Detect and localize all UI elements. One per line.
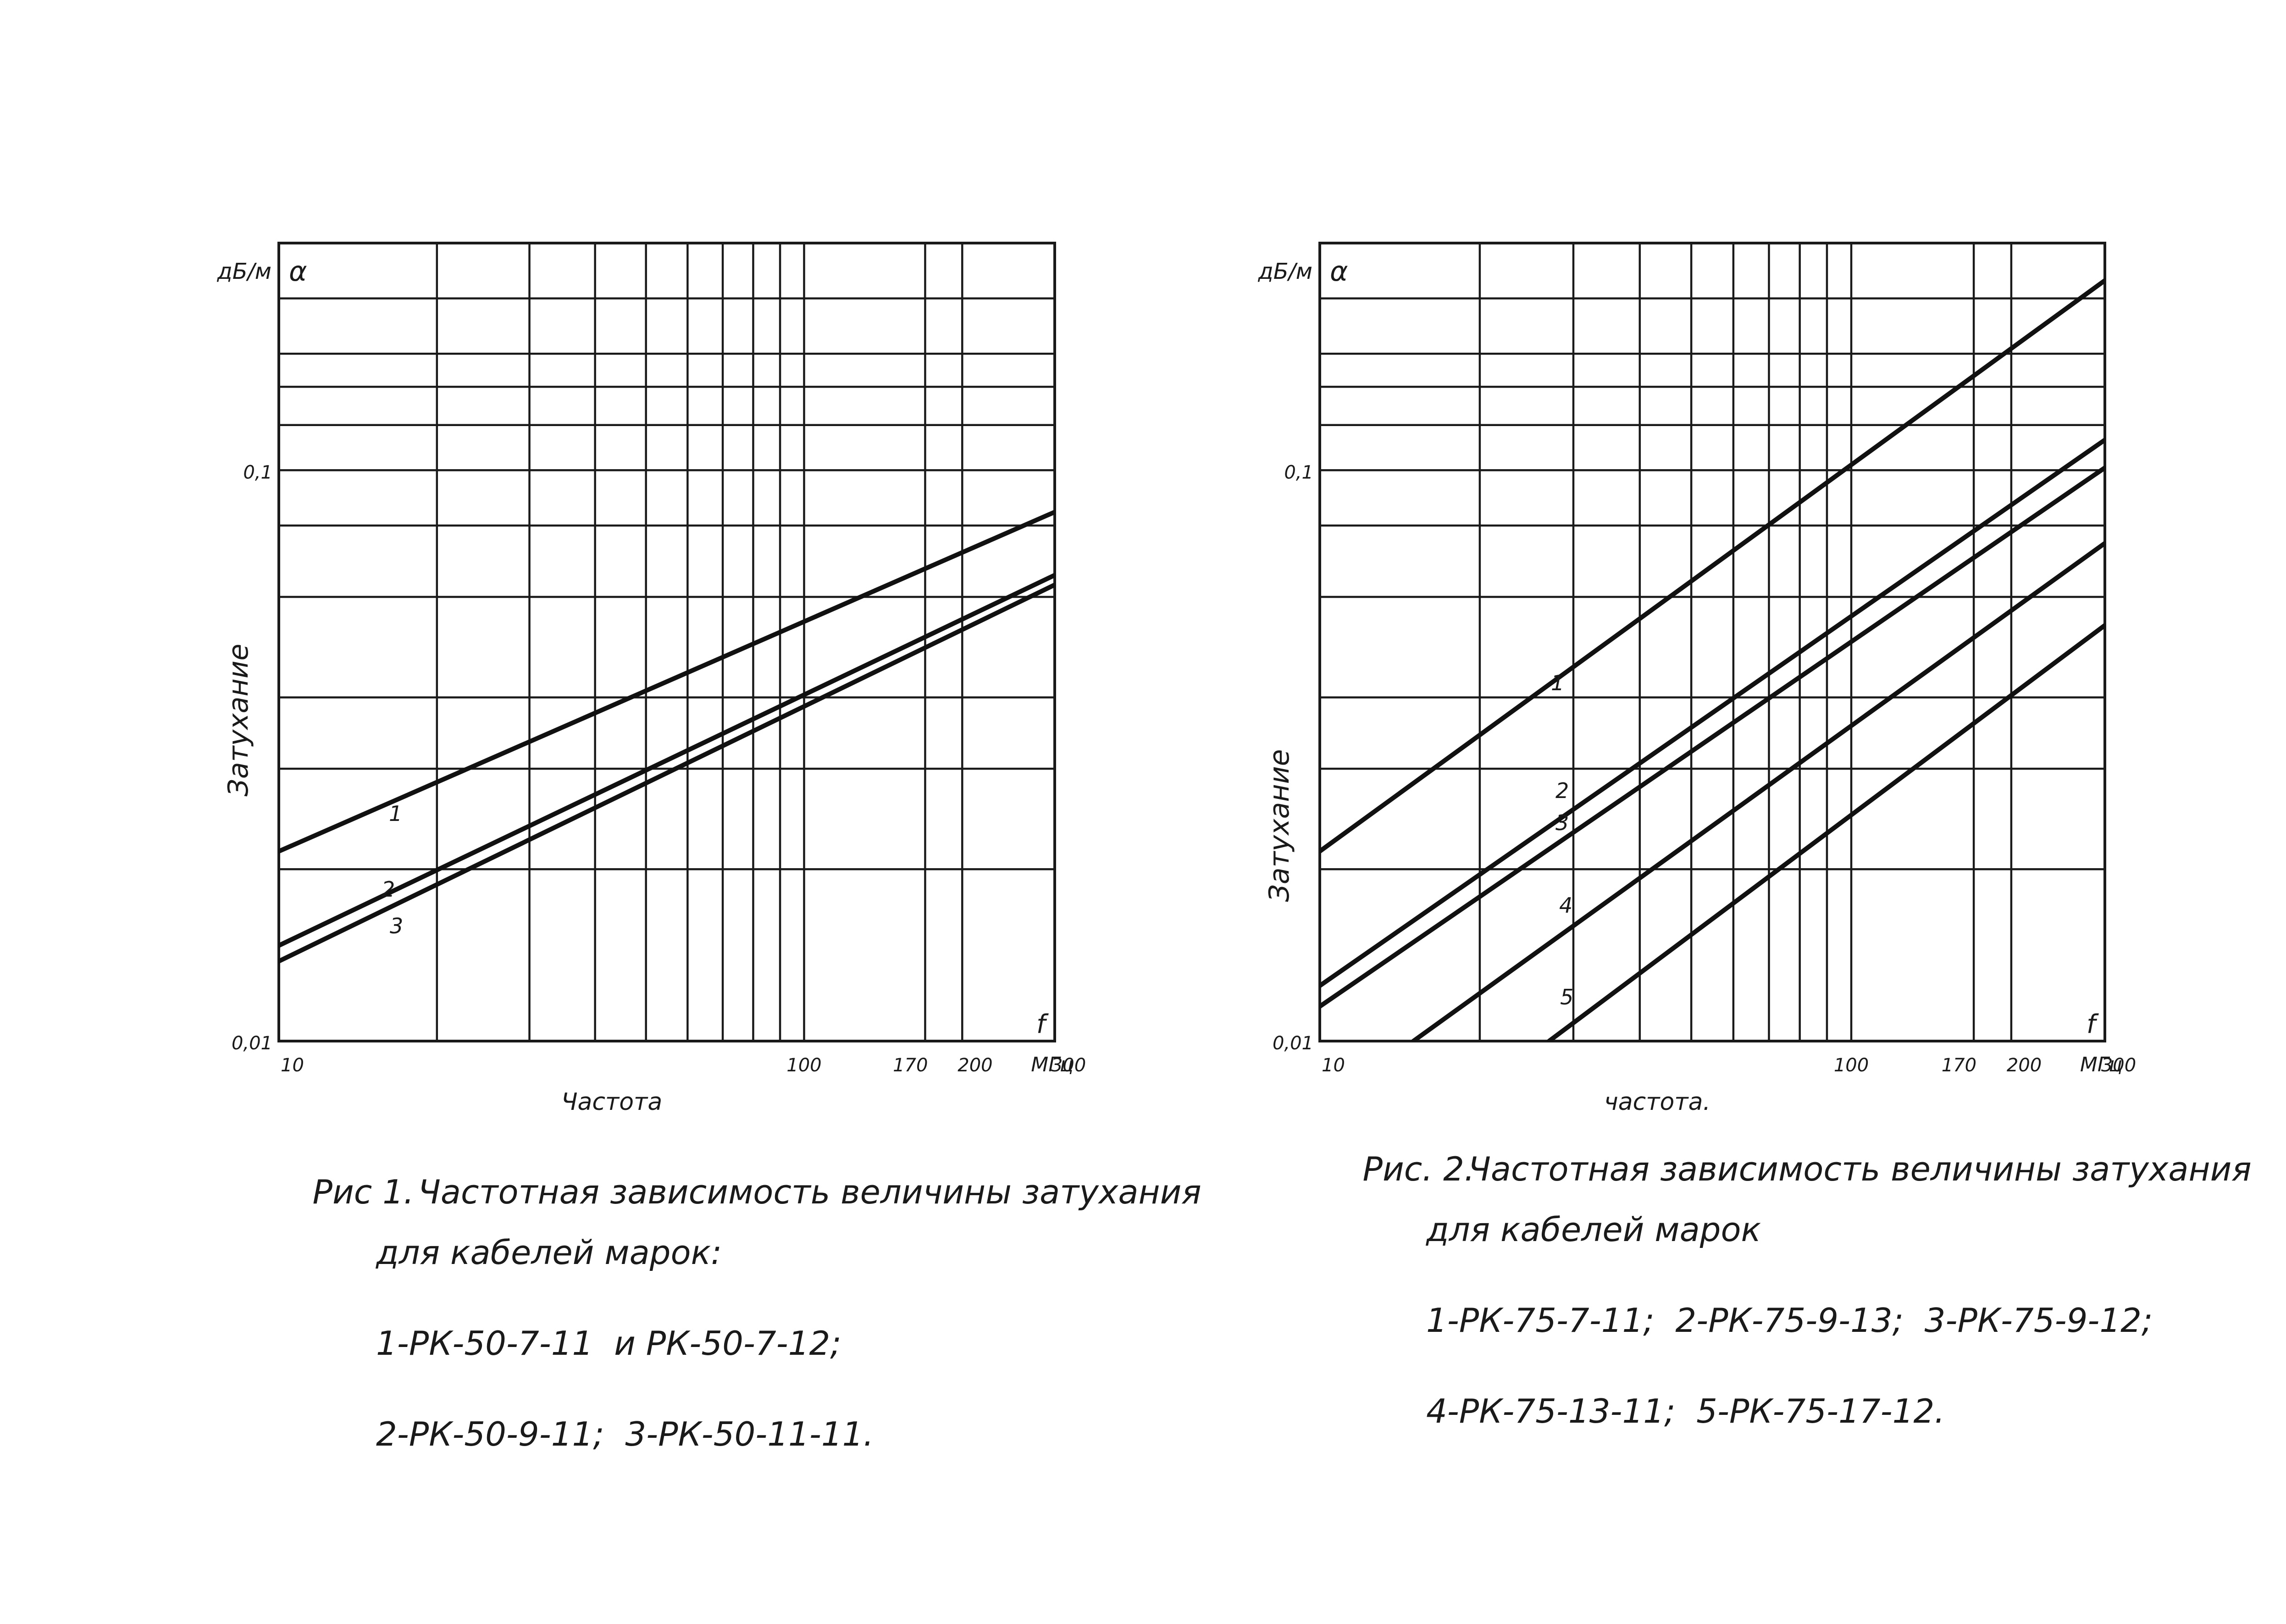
chart-1-series bbox=[279, 510, 1055, 964]
figure-2-caption-line-1: Рис. 2.Частотная зависимость величины за… bbox=[1362, 1150, 2252, 1188]
y-tick-label: 0,01 bbox=[1273, 1033, 1313, 1054]
series-5-label: 5 bbox=[1560, 985, 1573, 1009]
figure-1-caption-line-2: для кабелей марок: bbox=[376, 1233, 722, 1272]
figure-1-caption-line-4: 2-РК-50-9-11; 3-РК-50-11-11. bbox=[376, 1415, 874, 1453]
figure-1-caption-line-1: Рис 1. Частотная зависимость величины зат… bbox=[312, 1173, 1201, 1211]
x-tick-label: 100 bbox=[1834, 1055, 1869, 1076]
x-tick-label: 300 bbox=[2101, 1055, 2136, 1076]
plot-frame bbox=[277, 242, 1056, 1042]
x-tick-label: 10 bbox=[281, 1055, 304, 1076]
figure-1-caption: Рис 1. Частотная зависимость величины зат… bbox=[271, 1147, 1201, 1510]
y-tick-label: 0,01 bbox=[232, 1033, 272, 1054]
figure-1-number: Рис 1. bbox=[312, 1173, 414, 1211]
x-tick-label: 300 bbox=[1051, 1055, 1086, 1076]
series-2-label: 2 bbox=[1555, 778, 1569, 803]
y-symbol: α bbox=[1330, 255, 1348, 288]
y-unit-label: дБ/м bbox=[1258, 259, 1313, 284]
series-3-line bbox=[1320, 465, 2105, 1009]
x-tick-label: 170 bbox=[1942, 1055, 1976, 1076]
figure-2-caption-line-3: 1-РК-75-7-11; 2-РК-75-9-13; 3-РК-75-9-12… bbox=[1426, 1301, 2153, 1340]
x-symbol: f bbox=[1036, 1009, 1049, 1039]
series-1-line bbox=[279, 510, 1055, 854]
figure-2-caption: Рис. 2.Частотная зависимость величины за… bbox=[1321, 1124, 2252, 1487]
figure-1-caption-line-3: 1-РК-50-7-11 и РК-50-7-12; bbox=[376, 1324, 841, 1363]
series-1-label: 1 bbox=[389, 801, 402, 826]
x-symbol: f bbox=[2087, 1009, 2099, 1039]
series-3-line bbox=[279, 582, 1055, 964]
y-symbol: α bbox=[289, 255, 307, 288]
series-4-label: 4 bbox=[1559, 893, 1572, 918]
x-unit-label: МГц bbox=[2080, 1053, 2122, 1076]
y-axis-title: Затухание bbox=[222, 643, 255, 796]
x-tick-label: 170 bbox=[893, 1055, 928, 1076]
series-1-label: 1 bbox=[1551, 671, 1564, 695]
y-unit-label: дБ/м bbox=[217, 259, 272, 284]
x-tick-label: 100 bbox=[786, 1055, 821, 1076]
figure-2-caption-line-4: 4-РК-75-13-11; 5-РК-75-17-12. bbox=[1426, 1392, 1945, 1430]
series-2-label: 2 bbox=[382, 877, 395, 902]
x-tick-label: 200 bbox=[958, 1055, 992, 1076]
plot-frame bbox=[1318, 242, 2106, 1042]
figure-2-caption-line-2: для кабелей марок bbox=[1426, 1210, 1761, 1249]
figure-2-number: Рис. 2. bbox=[1362, 1150, 1475, 1188]
y-axis-title: Затухание bbox=[1263, 749, 1295, 902]
x-tick-label: 10 bbox=[1322, 1055, 1345, 1076]
series-3-label: 3 bbox=[390, 914, 403, 938]
x-axis-title: Частота bbox=[561, 1088, 662, 1116]
series-4-line bbox=[1411, 541, 2105, 1041]
y-tick-label: 0,1 bbox=[1284, 462, 1313, 483]
series-2-line bbox=[279, 573, 1055, 948]
series-5-line bbox=[1547, 623, 2105, 1041]
x-axis-title: частота. bbox=[1604, 1088, 1710, 1116]
y-tick-label: 0,1 bbox=[243, 462, 272, 483]
series-3-label: 3 bbox=[1555, 810, 1569, 835]
series-1-line bbox=[1320, 278, 2105, 854]
chart-2-series bbox=[1320, 278, 2105, 1041]
x-unit-label: МГц bbox=[1031, 1053, 1073, 1076]
x-tick-label: 200 bbox=[2007, 1055, 2042, 1076]
series-2-line bbox=[1320, 438, 2105, 988]
